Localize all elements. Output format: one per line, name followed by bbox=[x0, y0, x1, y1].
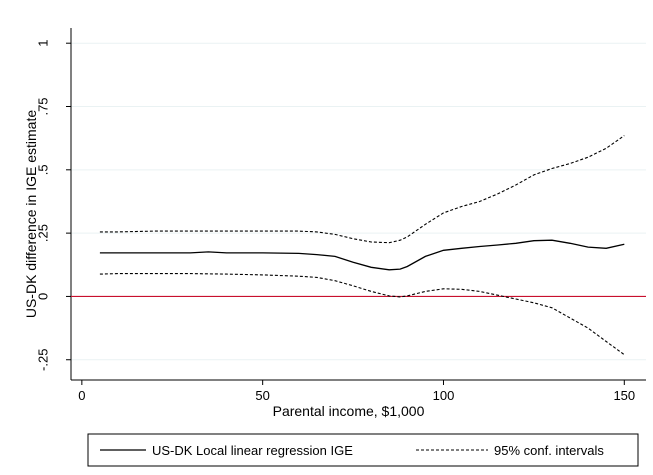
x-tick-label: 150 bbox=[613, 388, 635, 403]
y-tick-label: -.25 bbox=[36, 349, 51, 371]
legend-box bbox=[87, 433, 639, 467]
y-tick-label: .75 bbox=[36, 97, 51, 115]
series-line-upper-ci bbox=[99, 135, 625, 244]
x-tick-label: 100 bbox=[433, 388, 455, 403]
legend-label: US-DK Local linear regression IGE bbox=[152, 443, 353, 458]
x-tick-label: 0 bbox=[78, 388, 85, 403]
series-line-lower-ci bbox=[99, 273, 625, 356]
legend-label: 95% conf. intervals bbox=[494, 443, 604, 458]
y-tick-label: 1 bbox=[36, 40, 51, 47]
series-line-estimate bbox=[99, 239, 625, 271]
gridlines bbox=[71, 42, 646, 361]
series-group bbox=[71, 135, 646, 356]
x-tick-label: 50 bbox=[255, 388, 269, 403]
legend: US-DK Local linear regression IGE 95% co… bbox=[87, 433, 639, 467]
axes: -.25 0 .25 .5 .75 1 0 50 100 150 bbox=[36, 28, 646, 403]
y-tick-label: .25 bbox=[36, 224, 51, 242]
x-axis-label: Parental income, $1,000 bbox=[273, 403, 425, 419]
y-axis-label: US-DK difference in IGE estimate bbox=[23, 110, 39, 318]
y-tick-label: .5 bbox=[36, 164, 51, 175]
y-tick-label: 0 bbox=[36, 293, 51, 300]
